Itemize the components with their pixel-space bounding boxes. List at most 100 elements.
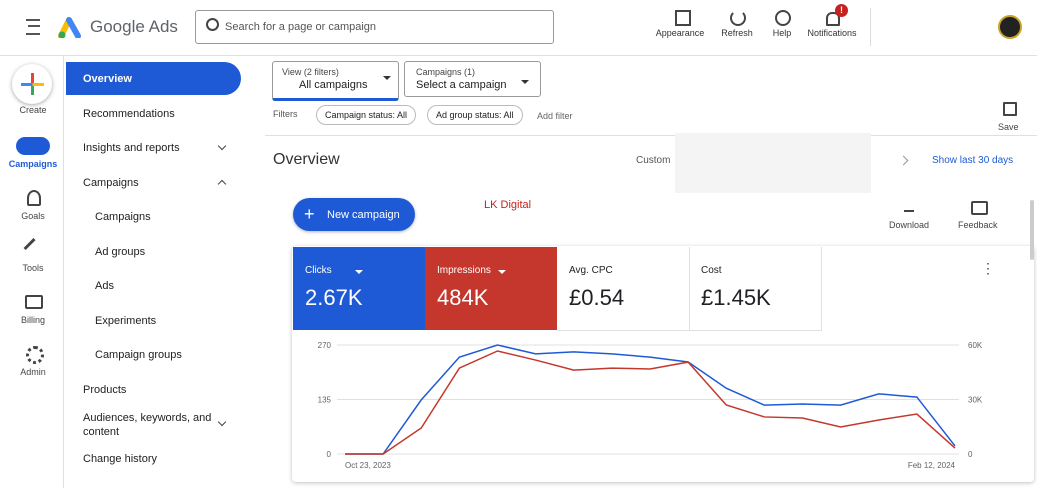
nav-item[interactable]: Insights and reports <box>83 142 180 154</box>
chevron <box>217 179 227 189</box>
download[interactable]: Download <box>889 220 930 230</box>
appearance-icon <box>675 10 691 26</box>
y-tick-label: 0 <box>327 450 332 459</box>
rail-item[interactable]: Billing <box>20 315 45 325</box>
blurred-dates <box>675 133 871 193</box>
logo <box>58 17 81 38</box>
nav-subitem[interactable]: Campaign groups <box>95 349 182 361</box>
filters-label: Filters <box>273 109 298 119</box>
rail-item[interactable]: Tools <box>22 263 44 273</box>
line-series <box>345 350 956 455</box>
view-value: All campaigns <box>299 79 368 91</box>
y2-tick-label: 0 <box>968 450 973 459</box>
divider <box>63 55 64 488</box>
rail-item[interactable]: Admin <box>20 367 46 377</box>
chevron <box>217 141 227 151</box>
logo-text: Google Ads <box>90 17 178 36</box>
create-label: Create <box>19 105 47 115</box>
search-placeholder: Search for a page or campaign <box>225 21 377 33</box>
search-box[interactable] <box>195 10 554 44</box>
notification-badge: ! <box>835 4 848 17</box>
nav-subitem[interactable]: Experiments <box>95 315 157 327</box>
annotation: LK Digital <box>484 199 532 211</box>
scorecard[interactable]: Impressions 484K <box>425 247 557 330</box>
next-arrow[interactable] <box>898 155 909 166</box>
refresh[interactable]: Refresh <box>721 28 753 38</box>
appearance[interactable]: Appearance <box>655 28 705 38</box>
feedback[interactable]: Feedback <box>958 220 998 230</box>
scorecard[interactable]: Clicks 2.67K <box>293 247 425 330</box>
search-icon <box>206 18 219 31</box>
menu-icon[interactable] <box>26 19 40 35</box>
nav-subitem[interactable]: Ad groups <box>95 246 146 258</box>
admin-icon <box>26 346 44 364</box>
nav-item[interactable]: Audiences, keywords, and content <box>83 412 212 438</box>
nav-item[interactable]: Products <box>83 384 127 396</box>
divider <box>870 8 871 46</box>
billing-icon <box>25 295 43 309</box>
view-dropdown[interactable] <box>272 61 399 101</box>
y-tick-label: 135 <box>318 396 332 405</box>
help[interactable]: Help <box>772 28 792 38</box>
nav-item[interactable]: Recommendations <box>83 108 175 120</box>
y-tick-label: 270 <box>318 341 332 350</box>
nav-subitem[interactable]: Ads <box>95 280 114 292</box>
nav-active <box>66 62 241 95</box>
caret <box>498 270 506 278</box>
more-menu[interactable]: ⋮ <box>981 260 995 276</box>
view-label: View (2 filters) <box>282 67 339 77</box>
scorecard-label: Impressions <box>437 265 491 276</box>
date-link[interactable]: Show last 30 days <box>932 155 1014 166</box>
nav-item[interactable]: Change history <box>83 453 157 465</box>
scorecard[interactable]: Cost £1.45K <box>689 247 822 331</box>
save[interactable]: Save <box>998 122 1019 132</box>
add-filter[interactable]: Add filter <box>537 111 573 121</box>
new-campaign-label: New campaign <box>327 209 400 221</box>
menu-icon-bar <box>28 25 40 27</box>
scorecard-label: Clicks <box>305 265 332 276</box>
overview-title: Overview <box>273 151 340 168</box>
scorecard-value: £0.54 <box>569 285 625 310</box>
x-tick-label: Feb 12, 2024 <box>908 461 956 470</box>
new-campaign-button[interactable] <box>293 198 415 231</box>
chevron <box>217 417 227 427</box>
y2-tick-label: 60K <box>968 341 983 350</box>
rail-item[interactable]: Goals <box>21 211 45 221</box>
avatar[interactable] <box>998 15 1022 39</box>
rail-item[interactable]: Campaigns <box>8 159 58 169</box>
refresh-icon <box>730 10 746 26</box>
plus-h <box>21 83 44 86</box>
notifications[interactable]: Notifications <box>807 28 857 38</box>
plus-icon: + <box>304 204 315 224</box>
caret <box>521 80 529 88</box>
help-icon <box>775 10 791 26</box>
caret <box>383 76 391 84</box>
nav-item[interactable]: Overview <box>83 73 132 85</box>
divider <box>265 135 1037 136</box>
scorecard-label: Avg. CPC <box>569 265 613 276</box>
scorecard-value: 484K <box>437 285 489 310</box>
bell-icon <box>826 12 840 26</box>
top-bar <box>0 0 1037 56</box>
save-icon <box>1003 102 1017 116</box>
scorecard[interactable]: Avg. CPC £0.54 <box>557 247 690 331</box>
campaigns-label: Campaigns (1) <box>416 67 476 77</box>
tools-icon <box>23 238 46 260</box>
scorecard-label: Cost <box>701 265 722 276</box>
y2-tick-label: 30K <box>968 396 983 405</box>
nav-item[interactable]: Campaigns <box>83 177 139 189</box>
scrollbar[interactable] <box>1030 200 1034 260</box>
campaign-dropdown[interactable] <box>404 61 541 97</box>
filter-chip[interactable]: Ad group status: All <box>427 105 523 125</box>
filter-chip[interactable]: Campaign status: All <box>316 105 417 125</box>
caret <box>355 270 363 278</box>
nav-subitem[interactable]: Campaigns <box>95 211 151 223</box>
campaigns-rail-pill[interactable] <box>16 137 50 155</box>
scorecard-value: 2.67K <box>305 285 363 310</box>
line-series <box>345 344 956 455</box>
goals-icon <box>27 190 41 206</box>
scorecard-value: £1.45K <box>701 285 771 310</box>
download-icon <box>904 202 914 212</box>
x-tick-label: Oct 23, 2023 <box>345 461 391 470</box>
